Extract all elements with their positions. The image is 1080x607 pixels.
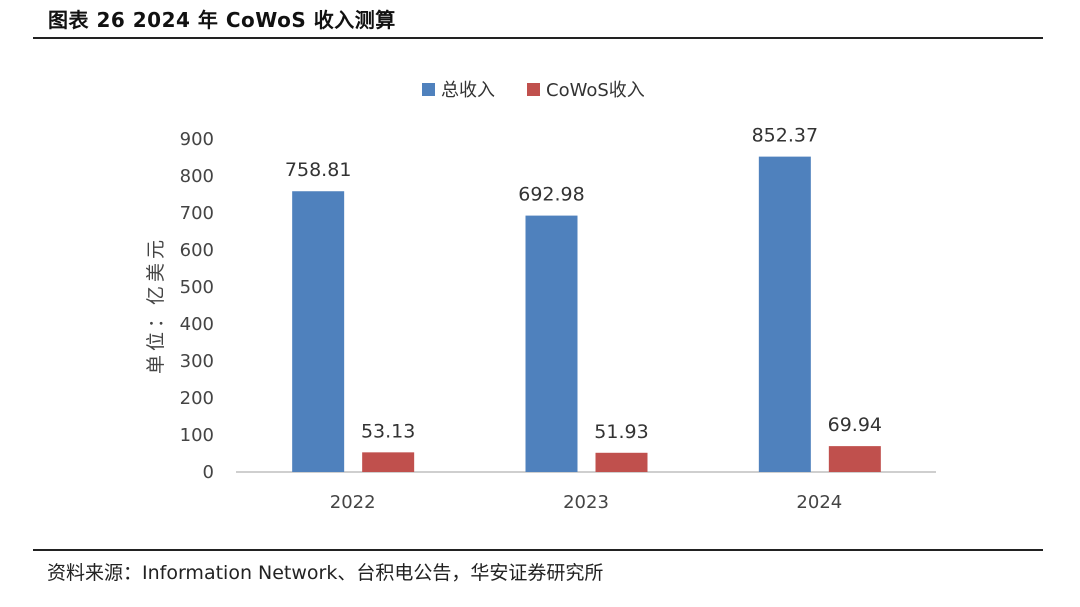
- data-label: 758.81: [285, 159, 351, 181]
- bar-cowos-2024: [828, 446, 881, 472]
- data-label: 852.37: [752, 125, 818, 147]
- y-axis-label: 单位：亿美元: [145, 236, 167, 374]
- top-rule: [33, 37, 1043, 39]
- bar-total-2024: [758, 156, 811, 472]
- figure-title: 图表 26 2024 年 CoWoS 收入测算: [48, 8, 396, 32]
- data-label: 51.93: [594, 421, 648, 443]
- bar-total-2022: [292, 191, 345, 472]
- bar-cowos-2023: [595, 452, 648, 472]
- x-tick-label: 2024: [796, 492, 842, 513]
- source-note: 资料来源：Information Network、台积电公告，华安证券研究所: [47, 562, 604, 584]
- y-tick-label: 800: [180, 166, 214, 187]
- y-tick-label: 400: [180, 314, 214, 335]
- y-tick-label: 200: [180, 388, 214, 409]
- bottom-rule: [33, 549, 1043, 551]
- bar-total-2023: [525, 215, 578, 472]
- y-tick-label: 500: [180, 277, 214, 298]
- bar-cowos-2022: [362, 452, 415, 472]
- data-label: 69.94: [828, 414, 882, 436]
- x-tick-label: 2022: [330, 492, 376, 513]
- y-tick-label: 700: [180, 203, 214, 224]
- x-tick-label: 2023: [563, 492, 609, 513]
- legend-entry: CoWoS收入: [546, 80, 645, 101]
- data-label: 53.13: [361, 420, 415, 442]
- y-tick-label: 600: [180, 240, 214, 261]
- y-tick-label: 100: [180, 425, 214, 446]
- legend-entry: 总收入: [441, 80, 495, 101]
- y-tick-label: 900: [180, 129, 214, 150]
- legend-swatch: [527, 83, 540, 96]
- y-tick-label: 0: [203, 462, 214, 483]
- legend-swatch: [422, 83, 435, 96]
- data-label: 692.98: [518, 184, 584, 206]
- y-tick-label: 300: [180, 351, 214, 372]
